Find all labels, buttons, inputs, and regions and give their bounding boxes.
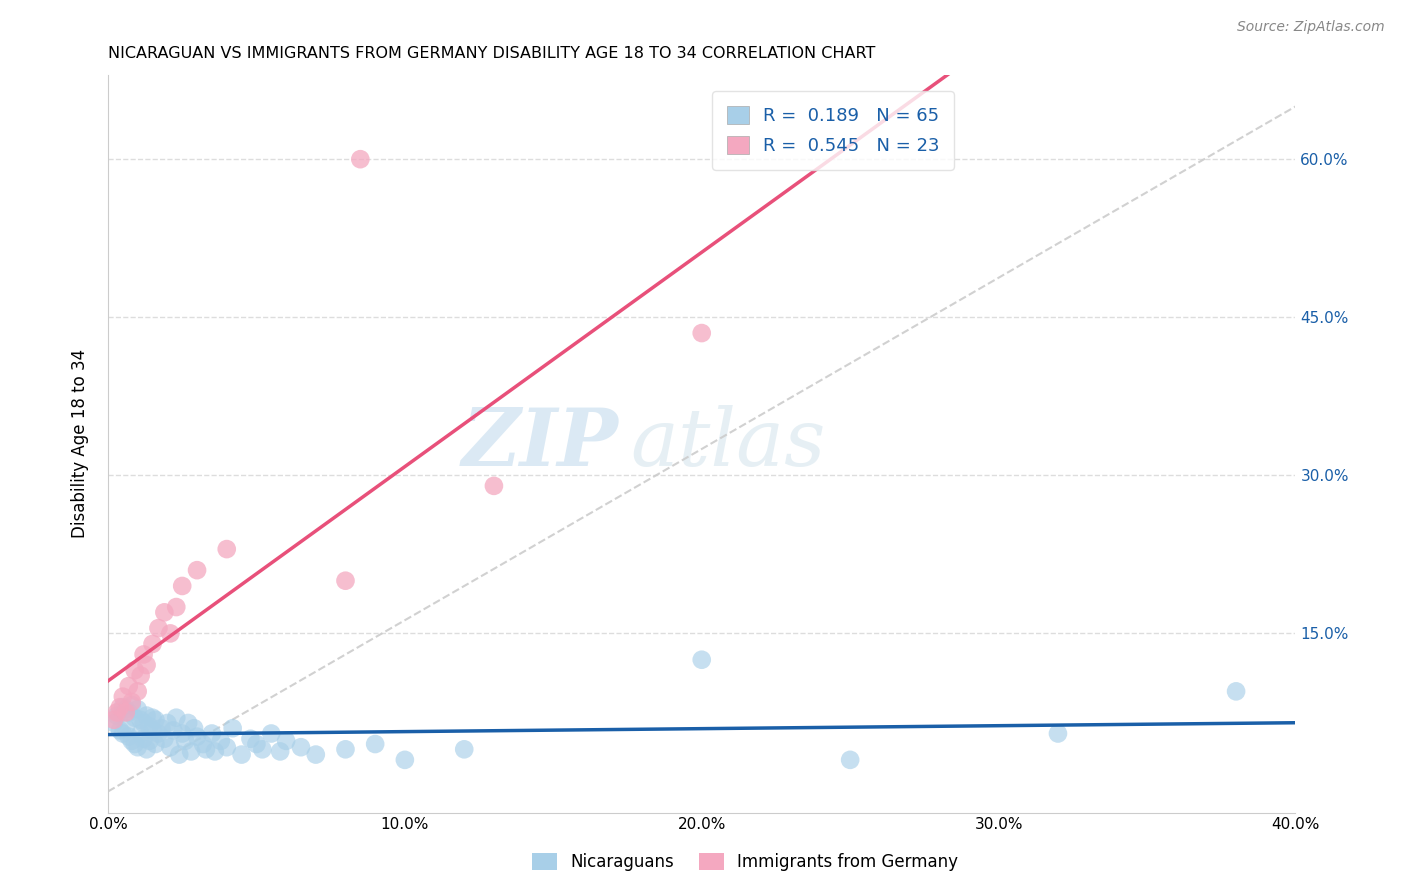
Point <box>260 726 283 740</box>
Point <box>186 730 208 744</box>
Point <box>129 713 152 727</box>
Point <box>394 753 416 767</box>
Point <box>118 706 141 720</box>
Point <box>221 721 243 735</box>
Point <box>194 742 217 756</box>
Point <box>335 742 357 756</box>
Point <box>108 700 131 714</box>
Point <box>135 708 157 723</box>
Point <box>138 719 160 733</box>
Point <box>114 721 136 735</box>
Text: atlas: atlas <box>630 405 825 483</box>
Point <box>111 726 134 740</box>
Point <box>148 726 170 740</box>
Point <box>103 716 125 731</box>
Point <box>105 706 128 720</box>
Point <box>127 684 149 698</box>
Point <box>177 716 200 731</box>
Point <box>129 668 152 682</box>
Point <box>132 648 155 662</box>
Point <box>132 716 155 731</box>
Y-axis label: Disability Age 18 to 34: Disability Age 18 to 34 <box>72 349 89 538</box>
Point <box>141 637 163 651</box>
Point <box>111 700 134 714</box>
Point <box>839 753 862 767</box>
Point <box>162 723 184 738</box>
Point <box>1046 726 1069 740</box>
Point <box>132 731 155 746</box>
Point <box>118 679 141 693</box>
Point <box>141 711 163 725</box>
Point <box>364 737 387 751</box>
Point <box>274 734 297 748</box>
Point <box>103 713 125 727</box>
Point <box>252 742 274 756</box>
Point <box>335 574 357 588</box>
Point <box>167 747 190 762</box>
Point <box>453 742 475 756</box>
Point <box>159 626 181 640</box>
Point <box>156 716 179 731</box>
Point <box>118 730 141 744</box>
Point <box>121 734 143 748</box>
Point <box>1225 684 1247 698</box>
Point <box>150 721 173 735</box>
Legend: Nicaraguans, Immigrants from Germany: Nicaraguans, Immigrants from Germany <box>523 845 967 880</box>
Point <box>159 740 181 755</box>
Point <box>215 542 238 557</box>
Point <box>165 711 187 725</box>
Point <box>239 731 262 746</box>
Point <box>124 711 146 725</box>
Point <box>690 326 713 340</box>
Point <box>349 152 371 166</box>
Point <box>121 698 143 712</box>
Point <box>215 740 238 755</box>
Point <box>172 579 194 593</box>
Point <box>124 737 146 751</box>
Point <box>482 479 505 493</box>
Point <box>690 653 713 667</box>
Legend: R =  0.189   N = 65, R =  0.545   N = 23: R = 0.189 N = 65, R = 0.545 N = 23 <box>713 91 953 169</box>
Point <box>148 621 170 635</box>
Point <box>129 726 152 740</box>
Point <box>305 747 328 762</box>
Point <box>290 740 312 755</box>
Point <box>204 744 226 758</box>
Point <box>124 663 146 677</box>
Text: ZIP: ZIP <box>461 405 619 483</box>
Point <box>135 742 157 756</box>
Point <box>138 734 160 748</box>
Point <box>121 695 143 709</box>
Point <box>245 737 267 751</box>
Point <box>105 708 128 723</box>
Point <box>174 734 197 748</box>
Point <box>135 658 157 673</box>
Point <box>269 744 291 758</box>
Point <box>145 713 167 727</box>
Point <box>153 731 176 746</box>
Point <box>114 702 136 716</box>
Point <box>153 605 176 619</box>
Point <box>127 702 149 716</box>
Point <box>145 737 167 751</box>
Point <box>165 600 187 615</box>
Point <box>186 563 208 577</box>
Text: NICARAGUAN VS IMMIGRANTS FROM GERMANY DISABILITY AGE 18 TO 34 CORRELATION CHART: NICARAGUAN VS IMMIGRANTS FROM GERMANY DI… <box>108 46 876 62</box>
Point <box>111 690 134 704</box>
Point <box>108 723 131 738</box>
Point <box>180 744 202 758</box>
Point <box>209 734 232 748</box>
Point <box>183 721 205 735</box>
Point <box>127 740 149 755</box>
Point <box>172 726 194 740</box>
Point <box>231 747 253 762</box>
Point <box>191 737 214 751</box>
Point <box>114 706 136 720</box>
Text: Source: ZipAtlas.com: Source: ZipAtlas.com <box>1237 20 1385 34</box>
Point <box>201 726 224 740</box>
Point <box>141 723 163 738</box>
